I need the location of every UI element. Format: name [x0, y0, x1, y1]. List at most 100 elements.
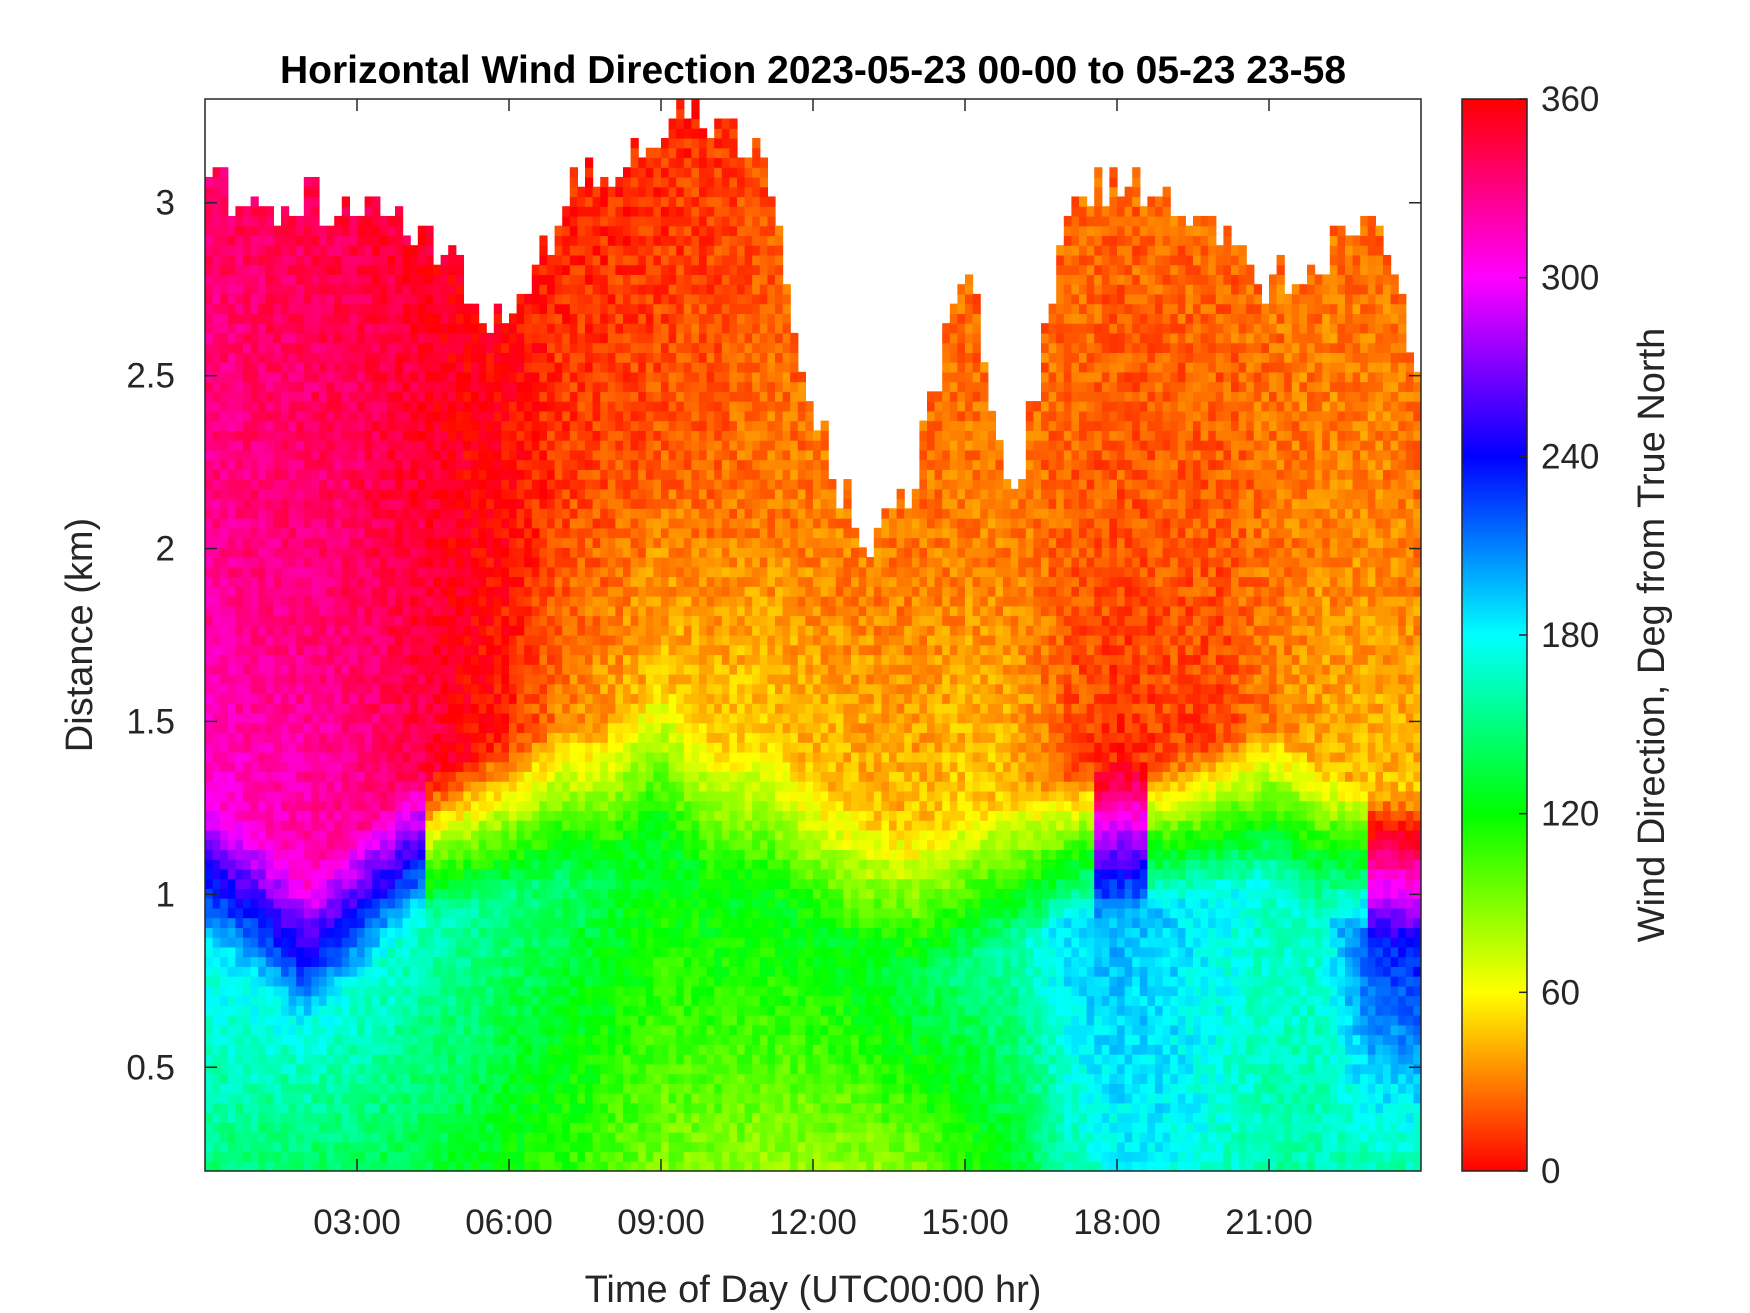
heatmap-cell — [205, 459, 214, 470]
heatmap-cell — [311, 761, 320, 773]
heatmap-cell — [334, 293, 343, 305]
heatmap-cell — [569, 742, 578, 753]
heatmap-cell — [585, 586, 594, 597]
heatmap-cell — [303, 625, 312, 636]
heatmap-cell — [509, 829, 518, 841]
heatmap-cell — [296, 245, 305, 256]
heatmap-cell — [395, 605, 404, 617]
heatmap-cell — [341, 1034, 350, 1045]
heatmap-cell — [463, 371, 472, 383]
heatmap-cell — [402, 781, 411, 792]
heatmap-cell — [539, 410, 548, 422]
heatmap-cell — [531, 440, 540, 451]
heatmap-cell — [220, 527, 229, 539]
heatmap-cell — [288, 430, 297, 441]
heatmap-cell — [243, 352, 252, 363]
heatmap-cell — [387, 1151, 396, 1162]
heatmap-cell — [227, 1102, 236, 1114]
heatmap-cell — [440, 1161, 449, 1171]
heatmap-cell — [341, 771, 350, 782]
heatmap-cell — [303, 1034, 312, 1045]
heatmap-cell — [235, 537, 244, 548]
heatmap-cell — [379, 235, 388, 246]
heatmap-cell — [205, 1122, 214, 1133]
heatmap-cell — [205, 362, 214, 373]
heatmap-cell — [334, 449, 343, 461]
heatmap-cell — [258, 985, 267, 997]
heatmap-cell — [258, 839, 267, 850]
heatmap-cell — [463, 557, 472, 568]
heatmap-cell — [524, 342, 533, 353]
heatmap-cell — [577, 1063, 586, 1075]
heatmap-cell — [493, 703, 502, 714]
heatmap-cell — [463, 547, 472, 558]
heatmap-cell — [326, 751, 335, 763]
heatmap-cell — [273, 381, 282, 392]
heatmap-cell — [357, 381, 366, 392]
heatmap-cell — [235, 323, 244, 334]
heatmap-cell — [281, 1112, 290, 1123]
heatmap-cell — [357, 488, 366, 500]
heatmap-cell — [227, 566, 236, 578]
heatmap-cell — [212, 956, 221, 967]
heatmap-cell — [402, 790, 411, 802]
heatmap-cell — [273, 566, 282, 578]
heatmap-cell — [212, 449, 221, 461]
heatmap-cell — [562, 868, 571, 880]
heatmap-cell — [425, 751, 434, 763]
heatmap-cell — [577, 566, 586, 578]
heatmap-cell — [326, 625, 335, 636]
heatmap-cell — [440, 654, 449, 665]
heatmap-cell — [455, 722, 464, 734]
heatmap-cell — [326, 313, 335, 324]
heatmap-cell — [471, 878, 480, 889]
heatmap-cell — [562, 264, 571, 276]
heatmap-cell — [471, 362, 480, 373]
heatmap-cells — [205, 99, 1421, 1171]
heatmap-cell — [531, 498, 540, 509]
heatmap-cell — [569, 1112, 578, 1123]
heatmap-cell — [531, 410, 540, 422]
heatmap-cell — [448, 742, 457, 753]
heatmap-cell — [433, 576, 442, 587]
heatmap-cell — [357, 1063, 366, 1075]
heatmap-cell — [243, 1102, 252, 1114]
heatmap-cell — [296, 1054, 305, 1065]
heatmap-cell — [372, 1044, 381, 1055]
heatmap-cell — [387, 518, 396, 529]
heatmap-cell — [265, 946, 274, 958]
heatmap-cell — [250, 956, 259, 967]
heatmap-cell — [243, 1151, 252, 1162]
heatmap-cell — [220, 518, 229, 529]
heatmap-cell — [243, 449, 252, 461]
heatmap-cell — [486, 1141, 495, 1153]
heatmap-cell — [547, 1073, 556, 1084]
heatmap-cell — [531, 1093, 540, 1104]
heatmap-cell — [288, 215, 297, 227]
heatmap-cell — [554, 1044, 563, 1055]
heatmap-cell — [303, 800, 312, 812]
heatmap-cell — [486, 654, 495, 665]
heatmap-cell — [463, 722, 472, 734]
heatmap-cell — [220, 401, 229, 412]
heatmap-cell — [562, 693, 571, 704]
heatmap-cell — [258, 1093, 267, 1104]
heatmap-cell — [471, 751, 480, 763]
heatmap-cell — [501, 956, 510, 967]
heatmap-cell — [258, 673, 267, 685]
heatmap-cell — [486, 527, 495, 539]
heatmap-cell — [387, 284, 396, 295]
heatmap-cell — [243, 1024, 252, 1036]
heatmap-cell — [417, 1093, 426, 1104]
heatmap-cell — [463, 1063, 472, 1075]
heatmap-cell — [243, 215, 252, 227]
heatmap-cell — [364, 693, 373, 704]
heatmap-cell — [524, 829, 533, 841]
heatmap-cell — [448, 313, 457, 324]
heatmap-cell — [585, 313, 594, 324]
heatmap-cell — [524, 1151, 533, 1162]
heatmap-cell — [303, 586, 312, 597]
heatmap-cell — [425, 868, 434, 880]
heatmap-cell — [250, 342, 259, 353]
heatmap-cell — [303, 537, 312, 548]
